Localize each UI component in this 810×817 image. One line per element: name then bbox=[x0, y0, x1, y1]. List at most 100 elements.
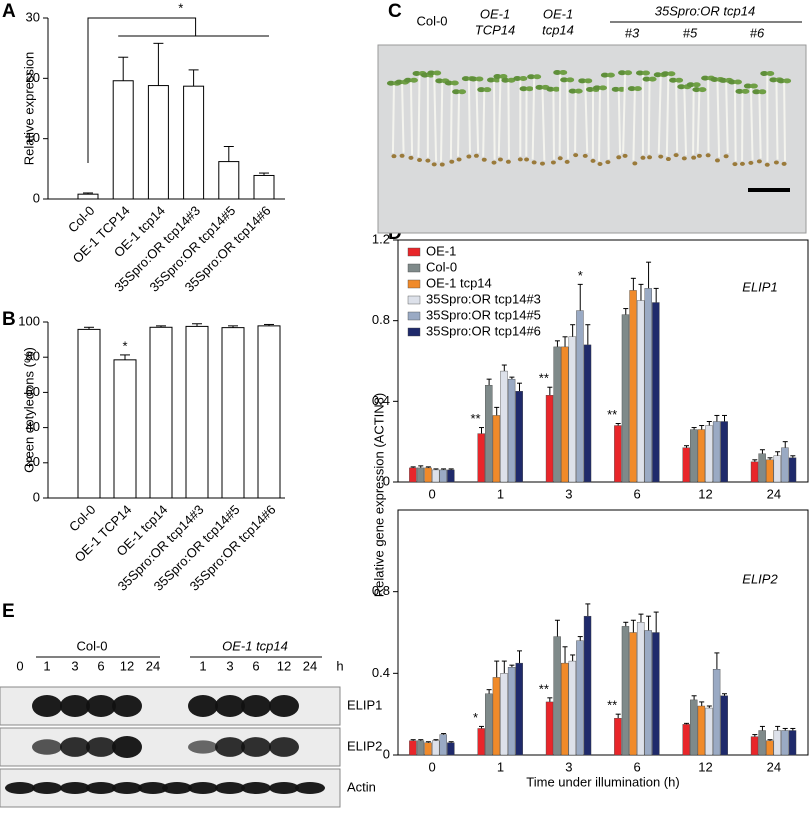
bar bbox=[113, 359, 137, 499]
hypocotyl bbox=[617, 89, 622, 155]
cotyledon bbox=[458, 89, 467, 95]
bar bbox=[720, 695, 728, 756]
bar bbox=[492, 677, 501, 756]
cotyledon bbox=[501, 77, 510, 83]
cotyledon bbox=[525, 86, 534, 92]
blot-band bbox=[241, 695, 271, 717]
bar bbox=[690, 429, 698, 483]
bar bbox=[712, 421, 721, 483]
cotyledon bbox=[535, 84, 544, 90]
hypocotyl bbox=[449, 82, 453, 159]
seed bbox=[399, 153, 405, 158]
blot-band bbox=[32, 695, 62, 717]
y-tick-label: 20 bbox=[26, 454, 40, 469]
blot-band bbox=[295, 782, 325, 794]
significance-bracket bbox=[87, 17, 197, 163]
seed bbox=[497, 157, 503, 162]
hypocotyl bbox=[531, 76, 536, 160]
genotype-label: OE-1 bbox=[543, 6, 573, 21]
legend-swatch bbox=[407, 263, 421, 273]
cotyledon bbox=[527, 74, 536, 80]
cotyledon bbox=[584, 78, 593, 84]
seed bbox=[456, 157, 462, 162]
legend-swatch bbox=[407, 311, 421, 321]
cotyledon bbox=[469, 76, 478, 82]
x-tick-label: 6 bbox=[634, 759, 641, 774]
cotyledon bbox=[533, 74, 542, 80]
cotyledon bbox=[433, 70, 442, 76]
bar bbox=[492, 415, 501, 483]
seed bbox=[739, 161, 745, 166]
cotyledon bbox=[642, 76, 651, 82]
x-tick-label: 3 bbox=[565, 759, 572, 774]
blot-band bbox=[241, 737, 271, 757]
bar bbox=[621, 314, 630, 483]
seed bbox=[632, 161, 638, 166]
seed bbox=[705, 153, 711, 158]
blot-band bbox=[188, 740, 218, 754]
blot-band bbox=[112, 736, 142, 758]
seed bbox=[539, 161, 545, 166]
blot-band bbox=[60, 695, 90, 717]
hypocotyl bbox=[683, 86, 688, 156]
cotyledon bbox=[559, 69, 568, 75]
hypocotyl bbox=[783, 80, 786, 161]
significance: * bbox=[178, 0, 183, 15]
line-label: #3 bbox=[625, 25, 640, 40]
blot-band bbox=[112, 695, 142, 717]
seed bbox=[517, 157, 523, 162]
blot-band bbox=[32, 739, 62, 755]
hypocotyl bbox=[665, 73, 670, 157]
hypocotyl bbox=[440, 80, 444, 162]
bar bbox=[185, 325, 209, 499]
cotyledon bbox=[444, 80, 453, 86]
bar bbox=[629, 632, 637, 756]
blot-band bbox=[269, 782, 299, 794]
cotyledon bbox=[386, 80, 395, 86]
hypocotyl bbox=[716, 79, 721, 158]
bar bbox=[697, 429, 706, 483]
seed bbox=[505, 159, 511, 164]
cotyledon bbox=[624, 70, 633, 76]
bar bbox=[629, 290, 637, 483]
cotyledon bbox=[593, 85, 602, 91]
bar bbox=[568, 660, 577, 756]
bar bbox=[409, 467, 417, 483]
significance: * bbox=[578, 268, 583, 283]
cotyledon bbox=[487, 77, 496, 83]
cotyledon bbox=[475, 76, 484, 82]
blot-band bbox=[215, 782, 245, 794]
cotyledon bbox=[783, 78, 792, 84]
cotyledon bbox=[427, 70, 436, 76]
blot-band bbox=[60, 737, 90, 757]
blot-band bbox=[241, 782, 271, 794]
cotyledon bbox=[395, 79, 404, 85]
seed bbox=[764, 162, 770, 167]
bar bbox=[439, 734, 447, 756]
y-tick-label: 0 bbox=[33, 190, 40, 205]
seed bbox=[449, 159, 455, 164]
cotyledon bbox=[648, 76, 657, 82]
cotyledon bbox=[606, 72, 615, 78]
cotyledon bbox=[752, 89, 761, 95]
bar bbox=[652, 302, 660, 483]
seed bbox=[582, 153, 588, 158]
hypocotyl bbox=[497, 76, 502, 157]
significance: ** bbox=[470, 411, 480, 426]
cotyledon bbox=[477, 87, 486, 93]
seed bbox=[473, 153, 479, 158]
hypocotyl bbox=[467, 78, 471, 154]
bar bbox=[705, 707, 713, 756]
hypocotyl bbox=[433, 72, 438, 162]
seed bbox=[605, 160, 611, 165]
cotyledon bbox=[403, 77, 412, 83]
line-label: #6 bbox=[750, 25, 765, 40]
cotyledon bbox=[611, 86, 620, 92]
blot-row-label: ELIP2 bbox=[347, 738, 382, 753]
seed bbox=[550, 160, 556, 165]
bar bbox=[112, 80, 134, 200]
hypocotyl bbox=[417, 73, 421, 157]
legend-swatch bbox=[407, 247, 421, 257]
blot-band bbox=[215, 737, 245, 757]
hypocotyl bbox=[475, 78, 480, 153]
